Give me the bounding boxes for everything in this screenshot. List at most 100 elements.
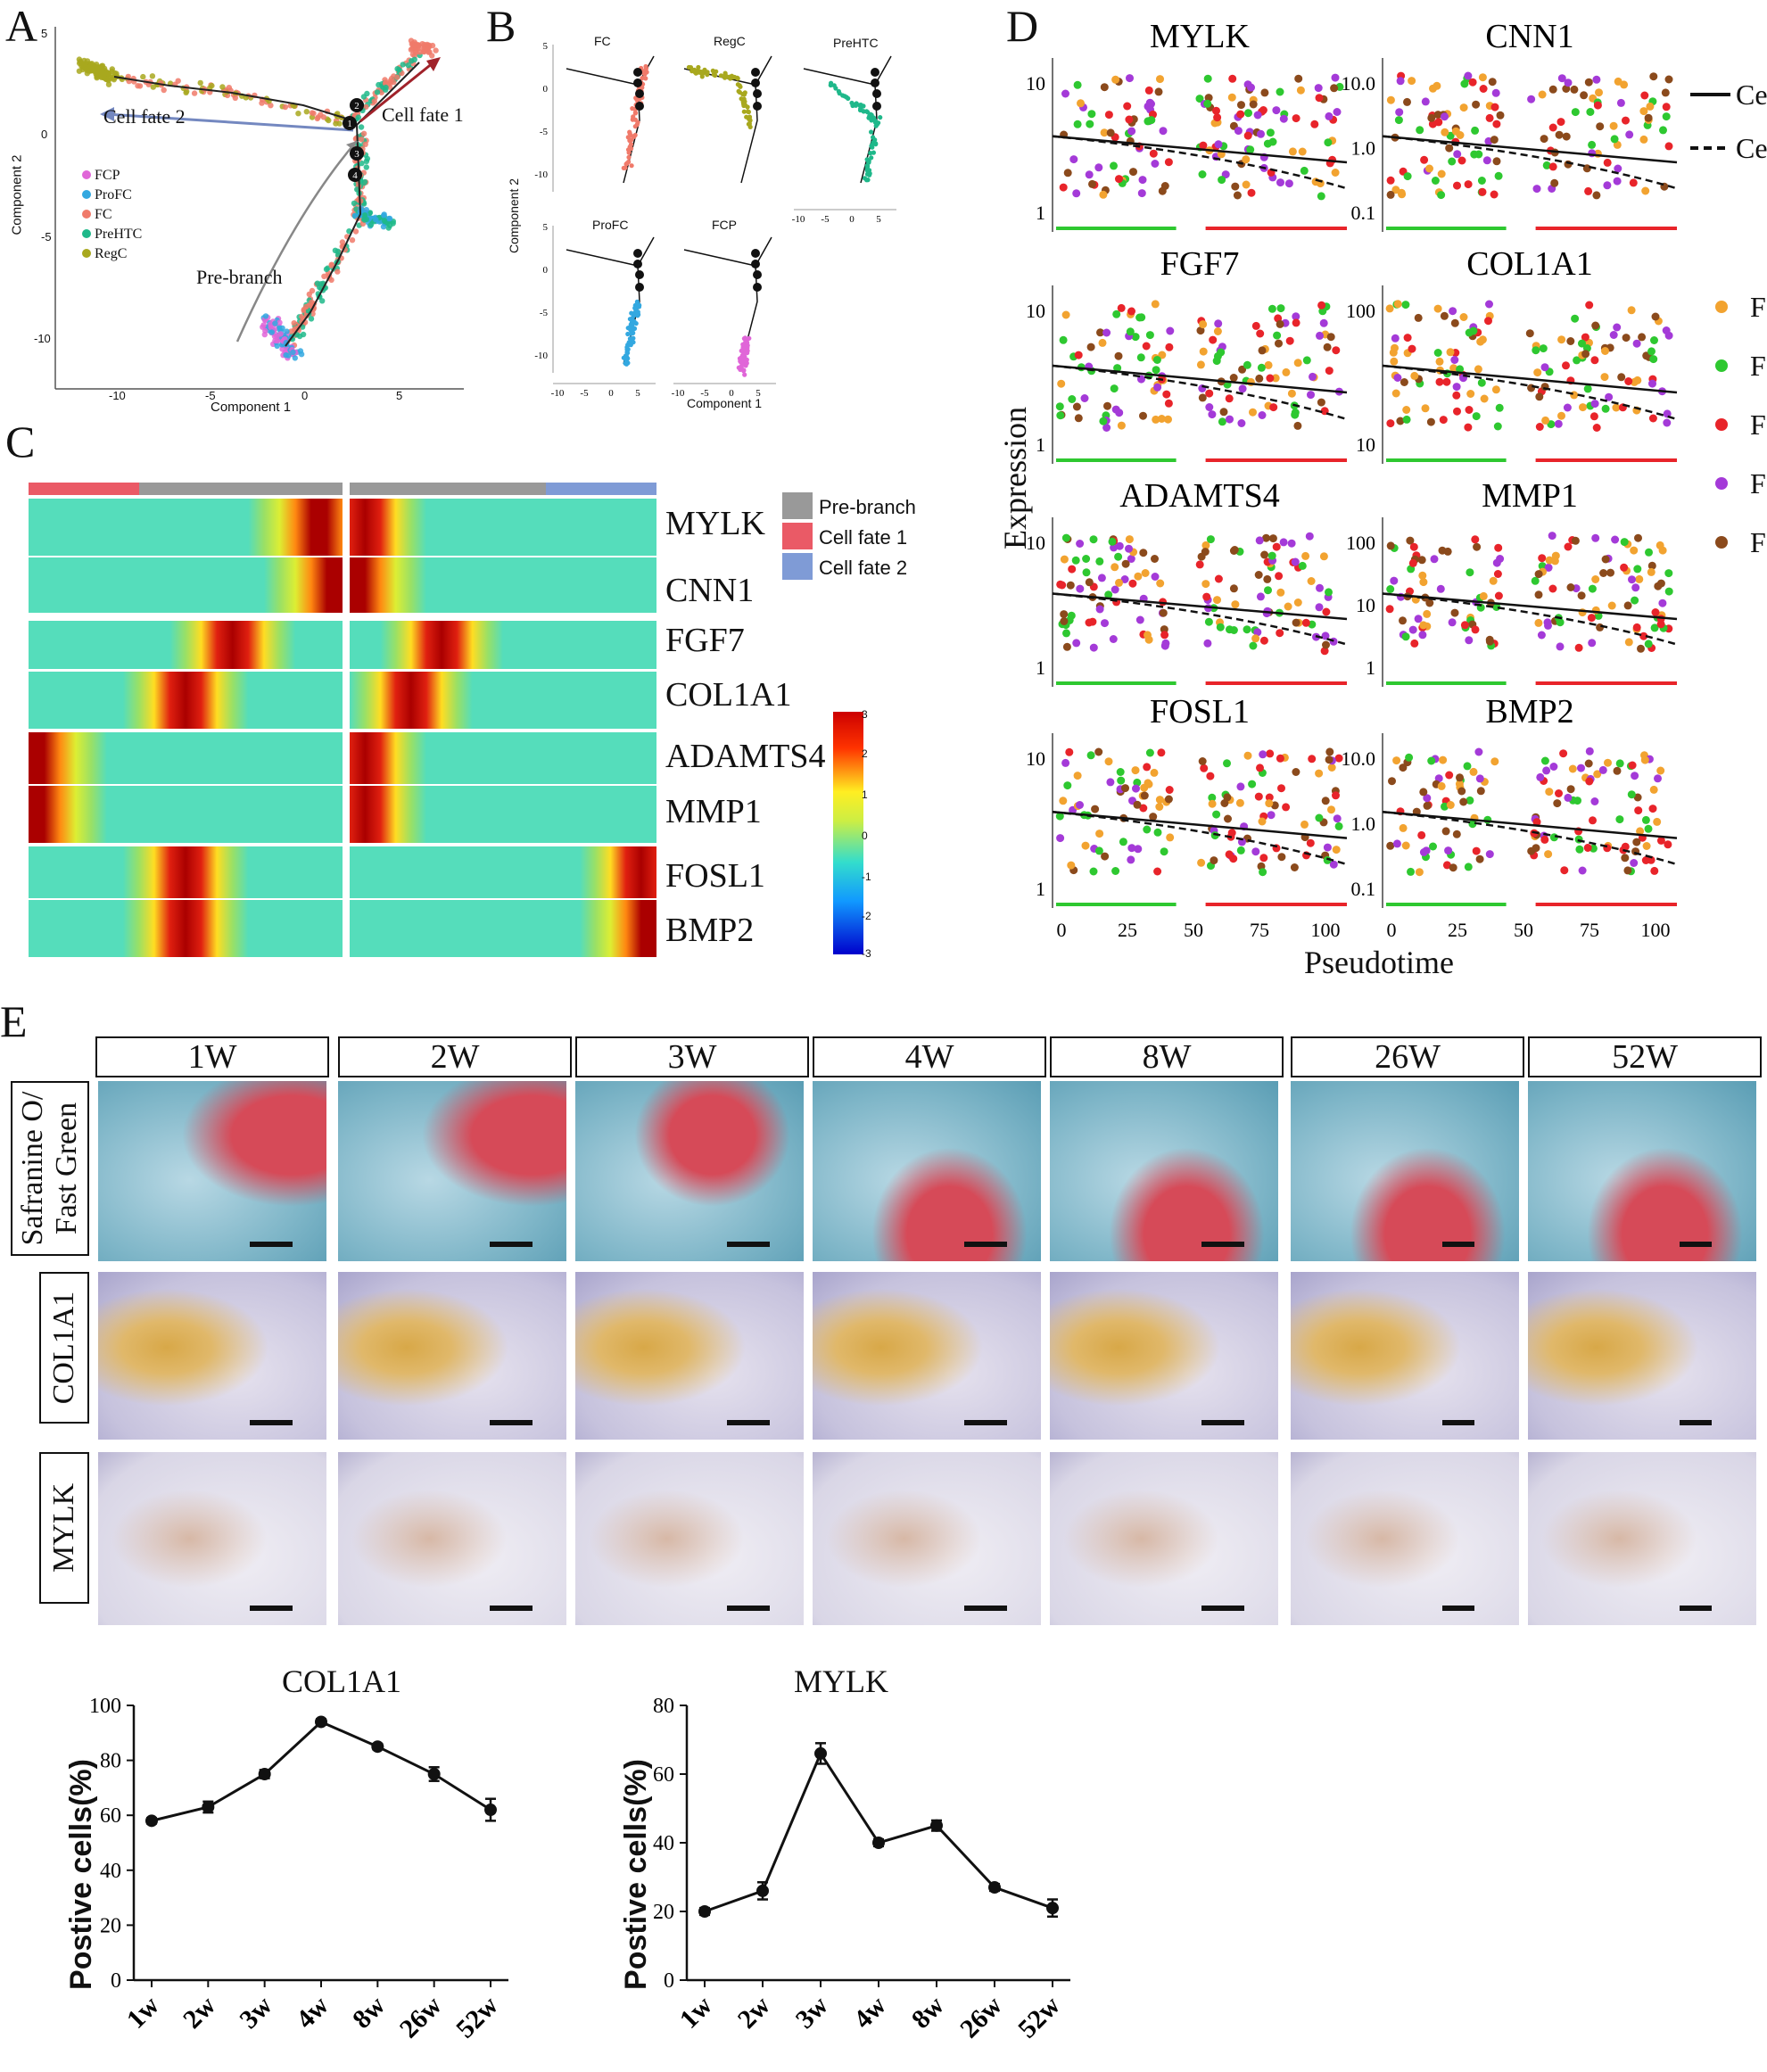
facet-x-tick: -5 xyxy=(821,214,830,225)
expression-point xyxy=(1256,764,1264,772)
expression-point xyxy=(1494,171,1503,180)
facet-cell-point xyxy=(865,168,871,174)
facet-cell-point xyxy=(690,68,696,73)
b-title-regc: RegC xyxy=(714,34,746,48)
scale-bar xyxy=(490,1242,533,1247)
heatmap-row-right xyxy=(350,499,656,556)
expression-point xyxy=(1089,867,1098,876)
expression-point xyxy=(1640,755,1649,764)
expression-point xyxy=(1607,601,1616,610)
trajectory-cell-point xyxy=(352,228,359,235)
scale-bar xyxy=(1201,1420,1244,1425)
trajectory-cell-point xyxy=(417,49,423,55)
expression-point xyxy=(1493,422,1502,431)
facet-cell-point xyxy=(696,64,701,70)
facet-y-tick: 10 xyxy=(1026,747,1045,770)
facet-cell-point xyxy=(730,75,735,80)
expression-point xyxy=(1266,374,1275,383)
trajectory-cell-point xyxy=(323,266,330,273)
expression-point xyxy=(1533,368,1542,377)
chart-ylabel-col1a1: Postive cells(%) xyxy=(63,1759,98,1990)
expression-point xyxy=(1212,106,1220,115)
expression-point xyxy=(1068,395,1077,403)
chart-ylabel-mylk: Postive cells(%) xyxy=(618,1759,653,1990)
trajectory-cell-point xyxy=(277,319,283,326)
expression-point xyxy=(1120,575,1129,583)
expression-point xyxy=(1631,583,1640,592)
expression-point xyxy=(1551,551,1560,560)
trajectory-cell-point xyxy=(386,215,393,222)
expression-point xyxy=(1649,355,1658,364)
expression-point xyxy=(1094,747,1103,756)
expression-point xyxy=(1544,621,1552,630)
trajectory-cell-point xyxy=(197,79,203,87)
expression-point xyxy=(1119,838,1127,846)
expression-point xyxy=(1204,617,1213,626)
cell-fate-2-curve xyxy=(1052,592,1348,646)
expression-point xyxy=(1402,406,1411,414)
expression-point xyxy=(1314,84,1323,93)
expression-point xyxy=(1664,75,1673,84)
data-point xyxy=(872,1837,885,1849)
d-legend-point-3: F xyxy=(1750,409,1766,441)
expression-point xyxy=(1265,793,1274,802)
histology-image xyxy=(813,1452,1041,1625)
expression-point xyxy=(1276,588,1285,597)
chart-title-col1a1: COL1A1 xyxy=(282,1663,401,1699)
expression-point xyxy=(1073,772,1082,780)
facet-cell-point xyxy=(710,68,715,73)
branch-node xyxy=(350,146,364,161)
facet-cell-point xyxy=(876,120,881,126)
trajectory-cell-point xyxy=(82,61,88,67)
expression-point xyxy=(1471,625,1480,634)
facet-x-tick: -10 xyxy=(792,214,805,225)
expression-point xyxy=(1480,394,1489,403)
expression-point xyxy=(1254,571,1263,579)
expression-point xyxy=(1300,166,1309,175)
expression-point xyxy=(1331,169,1340,177)
panel-letter-b: B xyxy=(486,1,516,51)
scale-tick-2: 2 xyxy=(862,747,868,760)
expression-point xyxy=(1127,555,1135,563)
expression-point xyxy=(1196,360,1205,369)
facet-x-tick: 5 xyxy=(635,388,640,399)
expression-point xyxy=(1450,356,1459,364)
expression-point xyxy=(1437,191,1446,200)
expression-point xyxy=(1291,409,1300,417)
expression-point xyxy=(1214,140,1223,149)
facet-x-tick: 0 xyxy=(608,388,614,399)
facet-x-tick: 5 xyxy=(876,214,881,225)
expression-point xyxy=(1076,540,1085,548)
heat-gene-mylk: MYLK xyxy=(665,505,765,542)
expression-point xyxy=(1258,411,1267,419)
facet-title: MMP1 xyxy=(1482,477,1578,515)
expression-point xyxy=(1205,389,1214,398)
expression-point xyxy=(1334,754,1343,763)
expression-point xyxy=(1622,334,1631,343)
y-tick-label: 0 xyxy=(664,1969,674,1993)
expression-point xyxy=(1473,542,1482,551)
x-tick-label: 26w xyxy=(394,1990,448,2043)
expression-point xyxy=(1656,579,1665,588)
expression-point xyxy=(1610,135,1619,144)
expression-point xyxy=(1128,579,1137,588)
expression-point xyxy=(1264,360,1273,369)
expression-point xyxy=(1098,338,1107,347)
expression-point xyxy=(1276,178,1284,187)
expression-point xyxy=(1321,797,1330,805)
expression-point xyxy=(1495,403,1504,412)
d-ylabel: Expression xyxy=(996,407,1033,549)
expression-point xyxy=(1468,78,1477,87)
expression-point xyxy=(1441,112,1449,121)
expression-point xyxy=(1153,383,1162,392)
expression-point xyxy=(1596,623,1605,632)
expression-point xyxy=(1434,118,1443,127)
expression-point xyxy=(1396,417,1405,425)
trajectory-cell-point xyxy=(184,88,190,95)
heatmap-row-left xyxy=(29,621,343,669)
expression-point xyxy=(1131,766,1140,775)
expression-point xyxy=(1061,310,1070,319)
expression-point xyxy=(1474,150,1483,159)
expression-point xyxy=(1259,854,1268,863)
expression-point xyxy=(1126,327,1135,336)
